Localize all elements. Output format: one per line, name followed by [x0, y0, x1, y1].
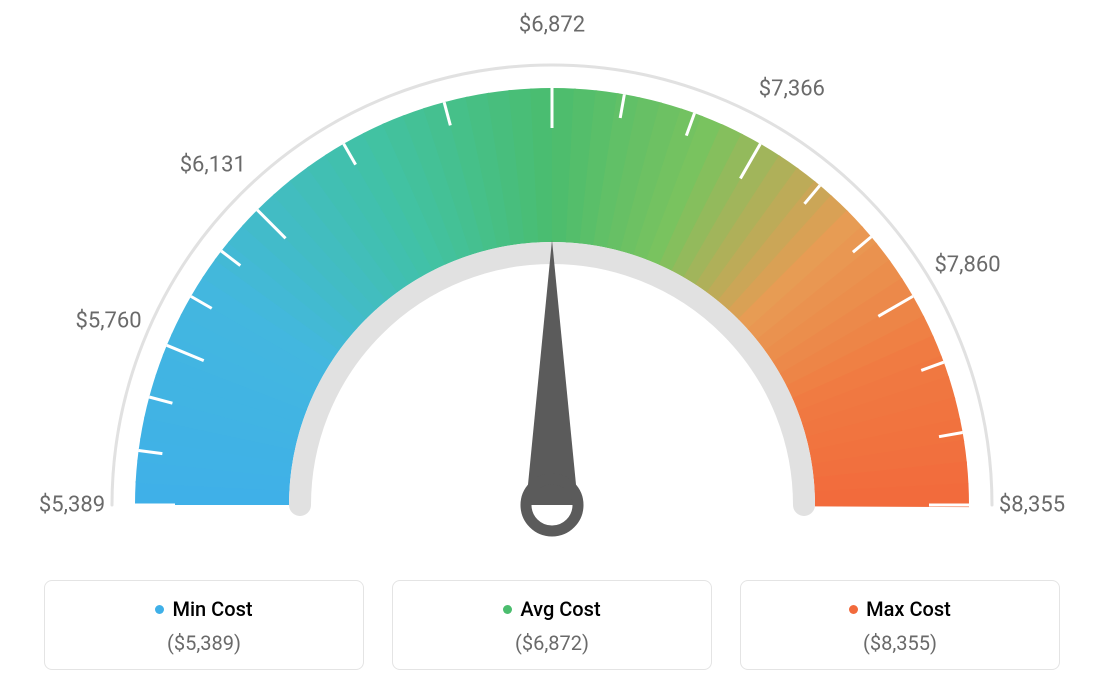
- gauge-svg: [0, 0, 1104, 560]
- gauge-tick-label: $6,131: [180, 153, 246, 178]
- dot-icon: [155, 605, 164, 614]
- gauge-tick-label: $5,760: [76, 309, 142, 334]
- legend-title-text: Max Cost: [866, 597, 951, 621]
- legend-card-max: Max Cost ($8,355): [740, 580, 1060, 670]
- legend-row: Min Cost ($5,389) Avg Cost ($6,872) Max …: [40, 580, 1064, 670]
- legend-value-max: ($8,355): [759, 631, 1041, 655]
- legend-title-max: Max Cost: [849, 597, 951, 621]
- gauge-tick-label: $6,872: [519, 13, 585, 38]
- legend-card-min: Min Cost ($5,389): [44, 580, 364, 670]
- legend-value-min: ($5,389): [63, 631, 345, 655]
- legend-title-text: Avg Cost: [520, 597, 600, 621]
- legend-title-text: Min Cost: [172, 597, 252, 621]
- legend-card-avg: Avg Cost ($6,872): [392, 580, 712, 670]
- gauge-chart: $5,389 $5,760 $6,131 $6,872 $7,366 $7,860 $8,3…: [0, 0, 1104, 560]
- gauge-tick-label: $7,860: [934, 252, 1000, 277]
- legend-title-avg: Avg Cost: [503, 597, 600, 621]
- legend-value-avg: ($6,872): [411, 631, 693, 655]
- gauge-tick-label: $8,355: [999, 493, 1065, 518]
- legend-title-min: Min Cost: [155, 597, 252, 621]
- gauge-tick-label: $5,389: [39, 493, 105, 518]
- dot-icon: [503, 605, 512, 614]
- dot-icon: [849, 605, 858, 614]
- gauge-tick-label: $7,366: [759, 77, 825, 102]
